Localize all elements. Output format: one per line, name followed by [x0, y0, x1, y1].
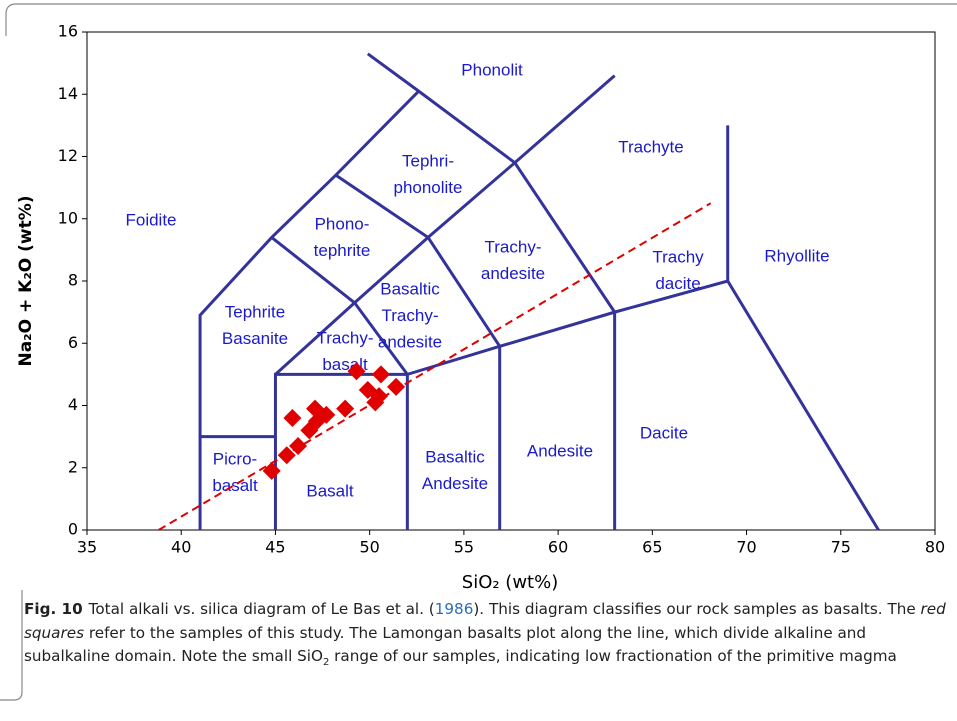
region-label: Tephrite	[225, 302, 285, 321]
sample-point	[347, 362, 366, 381]
sample-point	[336, 399, 355, 418]
y-tick-label: 2	[68, 457, 78, 476]
sample-point	[289, 436, 308, 455]
x-tick-label: 60	[548, 538, 568, 557]
x-tick-label: 55	[454, 538, 474, 557]
caption-text: 2	[322, 657, 330, 669]
region-label: tephrite	[314, 241, 371, 260]
region-label: andesite	[378, 332, 442, 351]
region-label: phonolite	[393, 178, 462, 197]
sample-point	[370, 387, 389, 406]
region-label: Andesite	[527, 441, 593, 460]
region-label: andesite	[481, 264, 545, 283]
sample-point	[262, 461, 281, 480]
field-boundary	[198, 90, 420, 437]
y-tick-label: 8	[68, 271, 78, 290]
region-label: Rhyollite	[764, 246, 829, 265]
sample-point	[283, 408, 302, 427]
sample-point	[317, 405, 336, 424]
y-tick-label: 6	[68, 333, 78, 352]
x-tick-label: 35	[77, 538, 97, 557]
region-label: basalt	[212, 476, 258, 495]
region-label: Trachy	[652, 247, 704, 266]
sample-point	[371, 365, 390, 384]
frame	[5, 3, 957, 36]
x-tick-label: 45	[265, 538, 285, 557]
region-label: Trachy-	[382, 306, 439, 325]
caption-text: ). This diagram classifies our rock samp…	[473, 600, 921, 618]
y-tick-label: 12	[58, 146, 78, 165]
caption-text: Fig. 10	[24, 600, 83, 618]
region-label: Basaltic	[425, 447, 485, 466]
region-label: Basalt	[306, 481, 354, 500]
region-label: Foidite	[125, 210, 176, 229]
y-axis-label: Na₂O + K₂O (wt%)	[16, 195, 36, 366]
region-label: Trachy-	[317, 328, 374, 347]
region-label: Andesite	[422, 474, 488, 493]
caption-text: Total alkali vs. silica diagram of Le Ba…	[88, 600, 435, 618]
y-tick-label: 0	[68, 520, 78, 539]
field-boundary	[366, 52, 616, 313]
x-tick-label: 75	[831, 538, 851, 557]
region-label: Dacite	[640, 423, 688, 442]
field-boundary	[334, 173, 501, 348]
region-label: Trachyte	[618, 137, 684, 156]
x-axis-label: SiO₂ (wt%)	[462, 572, 558, 593]
caption: Fig. 10 Total alkali vs. silica diagram o…	[24, 598, 949, 669]
caption-text: red squares	[24, 600, 946, 642]
caption-text: refer to the samples of this study. The …	[24, 623, 867, 666]
region-label: Trachy-	[485, 237, 542, 256]
x-tick-label: 40	[171, 538, 191, 557]
caption-text[interactable]: 1986	[434, 600, 474, 618]
region-label: Phonolit	[461, 60, 523, 79]
region-label: Phono-	[315, 214, 370, 233]
x-tick-label: 80	[925, 538, 945, 557]
y-tick-label: 4	[68, 395, 78, 414]
y-tick-label: 10	[58, 208, 78, 227]
caption-text: range of our samples, indicating low fra…	[329, 647, 897, 665]
region-label: Picro-	[213, 449, 257, 468]
field-boundary	[273, 372, 409, 530]
x-tick-label: 65	[642, 538, 662, 557]
caption-frame	[0, 590, 23, 701]
region-label: Basanite	[222, 329, 288, 348]
field-boundary	[270, 236, 409, 376]
x-tick-label: 50	[359, 538, 379, 557]
region-label: Basaltic	[380, 279, 440, 298]
region-label: Tephri-	[402, 151, 454, 170]
trend-line	[158, 202, 712, 531]
x-tick-label: 70	[736, 538, 756, 557]
region-label: dacite	[655, 274, 700, 293]
y-tick-label: 14	[58, 84, 78, 103]
y-tick-label: 16	[58, 22, 78, 41]
sample-point	[277, 446, 296, 465]
sample-point	[387, 377, 406, 396]
